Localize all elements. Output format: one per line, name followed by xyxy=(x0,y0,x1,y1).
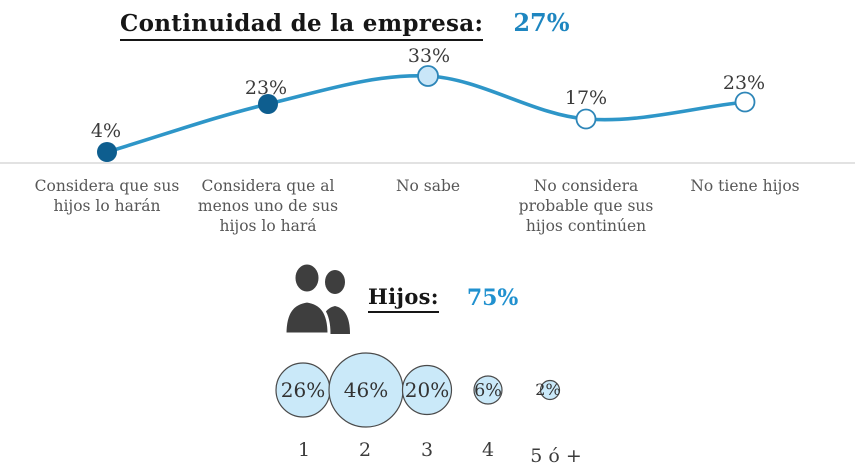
bubble-label-3: 20% xyxy=(405,378,449,402)
point-label-5: 23% xyxy=(723,72,765,94)
data-point-3 xyxy=(417,65,439,87)
category-label-4: No considera probable que sus hijos cont… xyxy=(518,177,654,235)
bubble-label-4: 6% xyxy=(474,381,502,401)
category-label-5: No tiene hijos xyxy=(690,177,800,195)
point-label-1: 4% xyxy=(91,120,121,142)
bubble-chart-header: Hijos: 75% xyxy=(284,262,518,334)
bubble-category-2: 2 xyxy=(359,439,371,461)
bubble-chart-headline-value: 75% xyxy=(466,285,519,311)
data-point-5 xyxy=(734,91,756,113)
data-point-1 xyxy=(97,142,117,162)
bubble-label-2: 46% xyxy=(344,378,388,402)
trend-line xyxy=(105,73,747,154)
bubble-category-1: 1 xyxy=(298,439,310,461)
bubble-3 xyxy=(401,364,453,416)
point-label-4: 17% xyxy=(565,87,607,109)
point-label-3: 33% xyxy=(408,45,450,67)
bubble-4 xyxy=(473,375,503,405)
line-chart: 4% 23% 33% 17% 23% xyxy=(0,45,855,164)
people-icon xyxy=(284,262,350,334)
bubble-chart: 26% 46% 20% 6% 2% 1 2 3 4 5 ó + xyxy=(275,352,582,467)
bubble-category-3: 3 xyxy=(421,439,433,461)
line-chart-header: Continuidad de la empresa: 27% xyxy=(120,8,570,41)
category-label-1: Considera que sus hijos lo harán xyxy=(34,177,180,215)
data-point-4 xyxy=(575,108,597,130)
bubble-category-5: 5 ó + xyxy=(530,445,582,467)
category-label-3: No sabe xyxy=(395,177,461,195)
bubble-label-5: 2% xyxy=(535,380,560,399)
line-chart-headline-value: 27% xyxy=(513,8,570,37)
data-point-2 xyxy=(258,94,278,114)
category-label-2: Considera que al menos uno de sus hijos … xyxy=(197,177,339,235)
bubble-5 xyxy=(539,379,561,401)
bubble-chart-title: Hijos: xyxy=(368,284,439,313)
bubble-category-4: 4 xyxy=(482,439,494,461)
line-chart-title: Continuidad de la empresa: xyxy=(120,10,484,41)
point-label-2: 23% xyxy=(245,77,287,99)
bubble-label-1: 26% xyxy=(281,378,325,402)
